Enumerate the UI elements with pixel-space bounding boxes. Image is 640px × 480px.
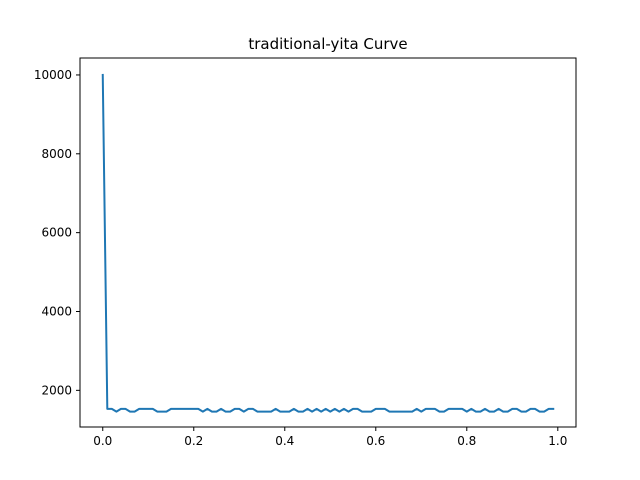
series-line-0 (101, 73, 555, 413)
x-tick-label: 0.8 (457, 434, 476, 448)
y-tick-label: 4000 (41, 304, 72, 318)
chart-title: traditional-yita Curve (248, 35, 407, 53)
y-tick-label: 10000 (34, 68, 72, 82)
x-axis: 0.0 0.2 0.4 0.6 0.8 1.0 (93, 427, 567, 448)
x-tick-label: 0.0 (93, 434, 112, 448)
y-tick-label: 6000 (41, 226, 72, 240)
series-layer (101, 73, 555, 413)
y-tick-label: 8000 (41, 147, 72, 161)
x-tick-label: 1.0 (548, 434, 567, 448)
plot-frame (79, 57, 577, 428)
y-axis: 2000 4000 6000 8000 10000 (34, 68, 80, 397)
x-tick-label: 0.2 (184, 434, 203, 448)
x-tick-label: 0.4 (275, 434, 294, 448)
x-tick-label: 0.6 (366, 434, 385, 448)
y-tick-label: 2000 (41, 383, 72, 397)
